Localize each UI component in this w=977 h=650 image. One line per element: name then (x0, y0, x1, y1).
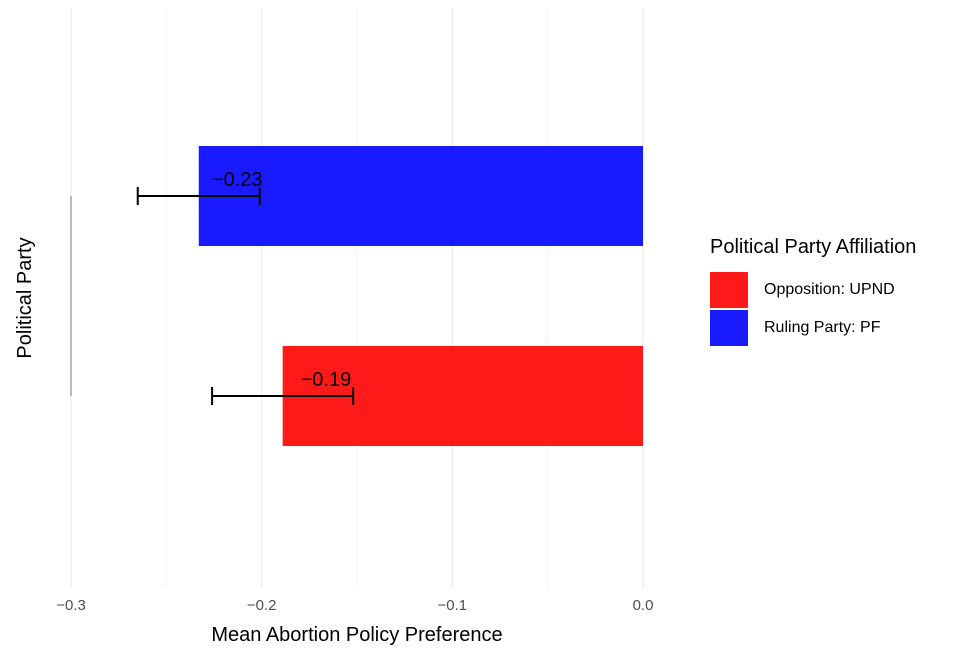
error-bars (136, 187, 355, 405)
error-bar-upnd (211, 387, 355, 405)
legend-label-upnd: Opposition: UPND (764, 281, 895, 298)
x-tick-label: 0.0 (633, 597, 654, 614)
legend-swatch-upnd (710, 272, 748, 308)
bars (198, 146, 643, 446)
bar-pf (198, 146, 643, 246)
legend-title: Political Party Affiliation (710, 236, 917, 258)
data-labels: −0.23 −0.19 (212, 169, 351, 391)
error-bar-pf (136, 187, 261, 205)
x-tick-labels: −0.3 −0.2 −0.1 0.0 (56, 597, 653, 614)
x-axis-title: Mean Abortion Policy Preference (211, 624, 502, 646)
legend: Political Party Affiliation Opposition: … (710, 236, 916, 347)
data-label-pf: −0.23 (212, 169, 263, 191)
x-tick-label: −0.3 (56, 597, 86, 614)
legend-swatch-pf (710, 310, 748, 346)
legend-item-upnd: Opposition: UPND (710, 271, 916, 309)
x-tick-label: −0.2 (247, 597, 277, 614)
data-label-upnd: −0.19 (301, 369, 352, 391)
grid-lines (70, 8, 644, 588)
y-axis-title: Political Party (14, 237, 36, 358)
x-tick-label: −0.1 (438, 597, 468, 614)
legend-item-pf: Ruling Party: PF (710, 309, 916, 347)
legend-label-pf: Ruling Party: PF (764, 319, 881, 336)
